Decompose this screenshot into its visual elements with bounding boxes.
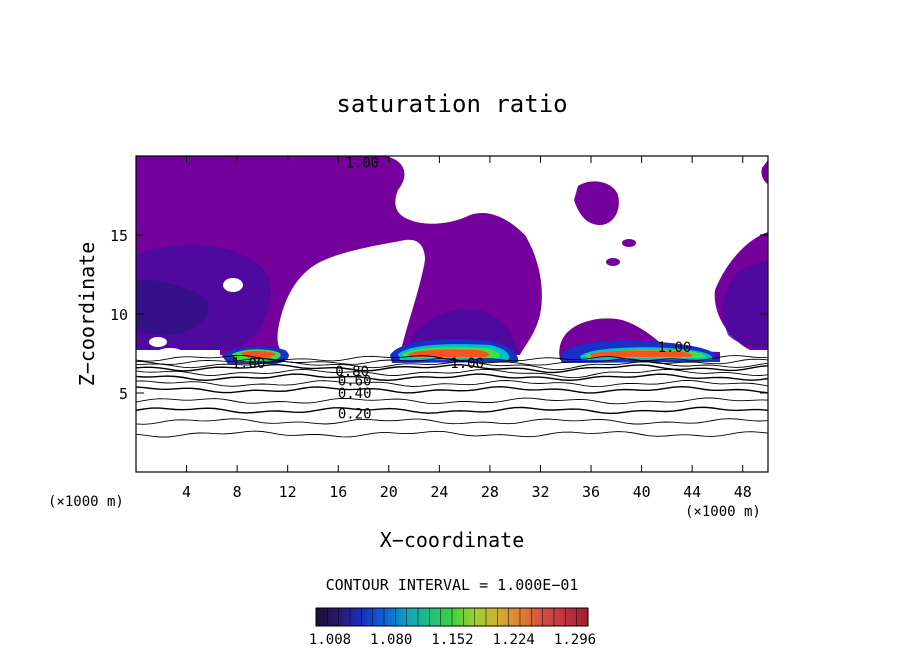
hotspot-center-core	[408, 349, 490, 357]
contour-label: 1.00	[232, 356, 266, 372]
small-blob-3	[491, 235, 515, 245]
contour-line	[136, 363, 768, 374]
small-blob-1	[622, 239, 636, 247]
x-tick-label: 24	[430, 483, 448, 501]
contour-line	[136, 397, 768, 405]
contour-line	[136, 406, 768, 415]
contour-lines	[136, 354, 768, 438]
x-tick-label: 8	[233, 483, 242, 501]
contour-line	[136, 354, 768, 362]
x-tick-label: 16	[329, 483, 347, 501]
chart-title: saturation ratio	[336, 90, 567, 118]
y-tick-label: 15	[110, 227, 128, 245]
contour-label: 1.00	[450, 356, 484, 372]
colorbar-tick-label: 1.152	[431, 632, 473, 648]
white-gap-1	[223, 278, 243, 292]
x-unit-right: (×1000 m)	[685, 504, 761, 520]
contour-line	[136, 418, 768, 425]
x-tick-label: 48	[734, 483, 752, 501]
contour-labels: 1.00 1.00 1.00 1.00 0.800.600.40 0.20	[232, 155, 692, 422]
contour-label: 0.20	[338, 407, 372, 423]
colorbar-tick-label: 1.224	[493, 632, 535, 648]
small-blob-2	[606, 258, 620, 266]
x-tick-label: 32	[531, 483, 549, 501]
y-tick-label: 5	[119, 385, 128, 403]
x-tick-label: 28	[481, 483, 499, 501]
contour-line	[136, 368, 768, 379]
hotspot-right-core	[590, 350, 692, 357]
contour-label: 1.00	[658, 340, 692, 356]
contour-interval-text: CONTOUR INTERVAL = 1.000E−01	[326, 576, 579, 594]
contour-label: 0.80	[335, 364, 369, 380]
contour-label: 1.00	[345, 155, 379, 171]
left-deep-band	[136, 279, 209, 336]
x-axis-ticks: 4 8 12 16 20 24 28 32 36 40 44 48	[182, 156, 752, 501]
contour-line	[136, 385, 768, 394]
saturation-fill-regions	[136, 156, 768, 365]
top-right-cloud	[574, 181, 619, 225]
x-tick-label: 36	[582, 483, 600, 501]
y-axis-label: Z−coordinate	[75, 242, 99, 387]
right-deep-band	[723, 260, 768, 348]
contour-label: 0.40	[338, 386, 372, 402]
colorbar-tick-label: 1.080	[370, 632, 412, 648]
contour-label: 0.60	[338, 373, 372, 389]
y-axis-ticks: 5 10 15	[110, 227, 768, 403]
contour-line	[136, 379, 768, 388]
x-tick-label: 40	[633, 483, 651, 501]
colorbar-tick-label: 1.296	[554, 632, 596, 648]
contour-line	[136, 373, 768, 382]
contour-line	[136, 430, 768, 438]
x-tick-label: 44	[683, 483, 701, 501]
top-right-corner-cloud	[761, 160, 768, 184]
colorbar-ticks: 1.008 1.080 1.152 1.224 1.296	[309, 608, 596, 648]
y-tick-label: 10	[110, 306, 128, 324]
x-tick-label: 4	[182, 483, 191, 501]
contour-line	[136, 357, 768, 366]
x-tick-label: 20	[380, 483, 398, 501]
x-tick-label: 12	[279, 483, 297, 501]
x-axis-label: X−coordinate	[380, 528, 525, 552]
white-gap-2	[149, 337, 167, 347]
colorbar-tick-label: 1.008	[309, 632, 351, 648]
x-unit-left: (×1000 m)	[48, 494, 124, 510]
